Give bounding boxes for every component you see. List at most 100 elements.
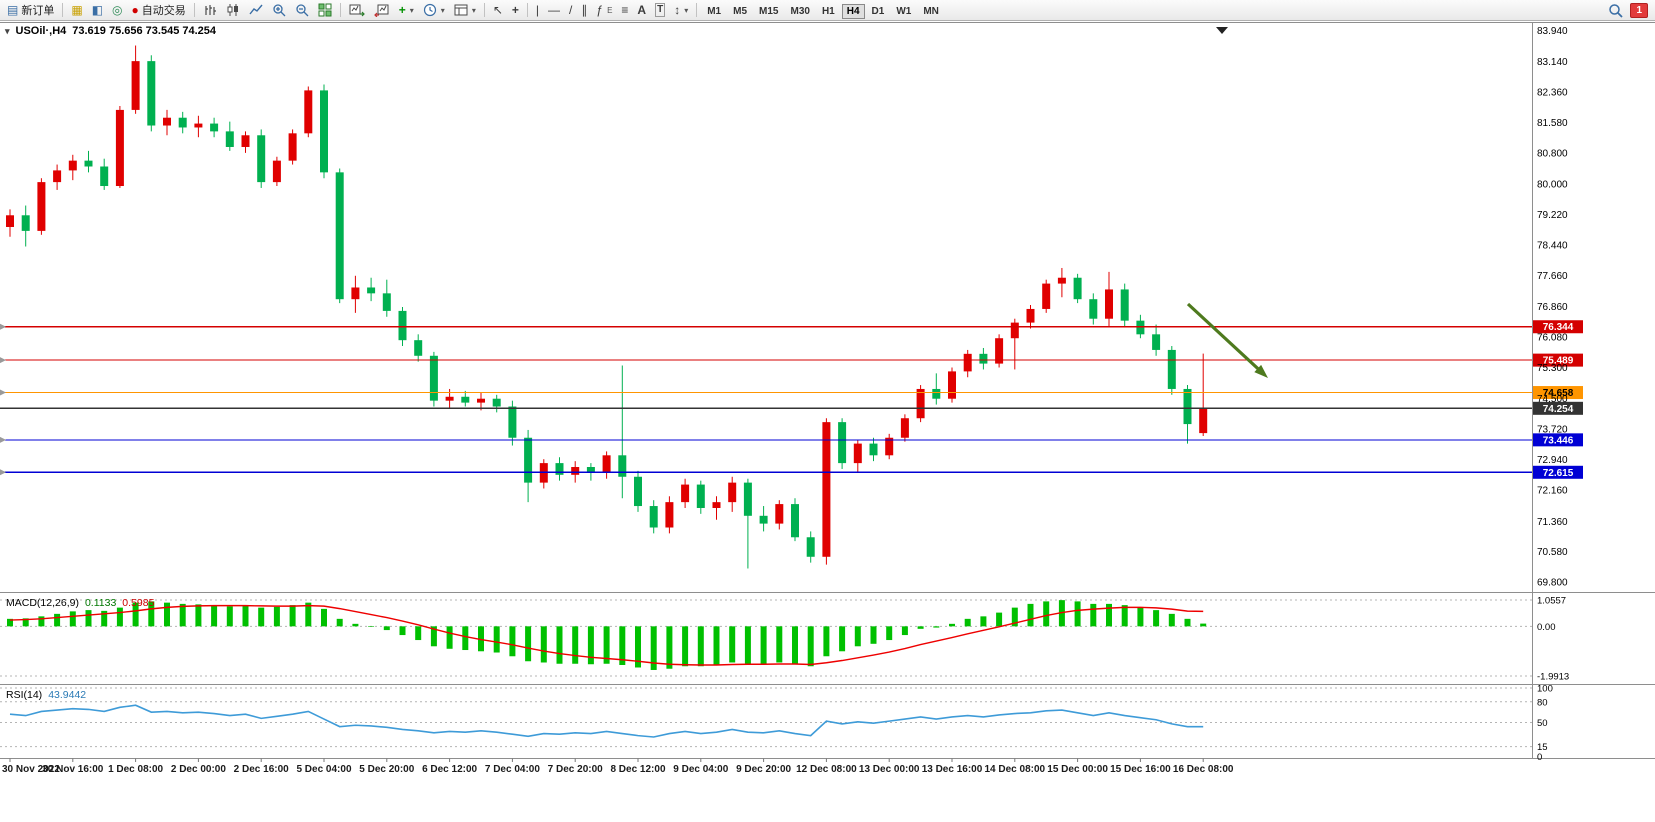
parallel-lines-tool-button[interactable]: ≡ (617, 2, 632, 19)
price-axis-label: 72.940 (1537, 455, 1568, 466)
time-axis-label: 5 Dec 20:00 (359, 764, 414, 775)
time-axis-label: 8 Dec 12:00 (610, 764, 665, 775)
chevron-down-icon: ▾ (471, 5, 476, 15)
price-axis-label: 73.720 (1537, 425, 1568, 436)
price-axis-label: 75.300 (1537, 363, 1568, 374)
toolbar-separator (62, 3, 64, 17)
bar-chart-button[interactable] (199, 2, 221, 19)
macd-axis-label: 0.00 (1537, 622, 1556, 633)
zoom-out-icon (296, 4, 309, 17)
zoom-out-button[interactable] (291, 2, 313, 19)
horizontal-line-tool-button[interactable]: — (544, 2, 564, 19)
bar-chart-icon (205, 5, 216, 15)
auto-trading-button[interactable]: ● 自动交易 (128, 2, 190, 19)
market-watch-button[interactable]: ▦ (67, 2, 86, 19)
auto-scroll-icon (349, 4, 365, 17)
time-axis-label: 30 Nov 16:00 (42, 764, 104, 775)
price-badge (1533, 386, 1583, 400)
trendline-tool-button[interactable]: / (565, 2, 576, 19)
auto-trading-icon: ● (131, 3, 139, 17)
arrows-tool-button[interactable]: ↕ ▾ (670, 2, 692, 19)
timeframe-button-w1[interactable]: W1 (891, 4, 916, 19)
navigator-button[interactable]: ◎ (108, 2, 126, 19)
auto-scroll-button[interactable] (345, 2, 369, 19)
text-tool-icon: A (637, 3, 647, 17)
candlestick-chart-icon (227, 4, 238, 16)
price-badge-label: 72.615 (1543, 468, 1574, 479)
timeframe-button-h4[interactable]: H4 (841, 4, 865, 19)
cursor-tool-button[interactable]: ↖ (489, 2, 507, 19)
text-label-tool-button[interactable]: T (651, 2, 669, 19)
chart-shift-icon (373, 4, 389, 17)
chart-shift-button[interactable] (370, 2, 394, 19)
timeframe-button-m1[interactable]: M1 (702, 4, 726, 19)
add-indicator-icon: + (398, 3, 406, 17)
price-axis-label: 77.660 (1537, 271, 1568, 282)
time-axis-label: 7 Dec 20:00 (548, 764, 603, 775)
timeframe-button-m30[interactable]: M30 (785, 4, 814, 19)
timeframe-button-m15[interactable]: M15 (754, 4, 783, 19)
candlestick-chart-button[interactable] (222, 2, 244, 19)
channel-tool-button[interactable]: ∥ (577, 2, 591, 19)
line-anchor-marker (0, 469, 6, 476)
time-axis-label: 5 Dec 04:00 (296, 764, 351, 775)
crosshair-tool-button[interactable]: + (508, 2, 523, 19)
parallel-lines-icon: ≡ (621, 3, 629, 17)
price-badge-label: 74.658 (1543, 388, 1574, 399)
toolbar-separator (483, 3, 485, 17)
cursor-icon: ↖ (492, 3, 503, 17)
new-order-button[interactable]: ▤ 新订单 (3, 2, 58, 19)
template-button[interactable]: ▾ (450, 2, 480, 19)
toolbar-separator (339, 3, 341, 17)
price-axis-label: 83.140 (1537, 57, 1568, 68)
chart-canvas[interactable]: 76.34475.48974.65874.25473.44672.61583.9… (0, 20, 1655, 822)
chart-shift-marker[interactable] (1216, 27, 1228, 34)
price-badge (1533, 320, 1583, 334)
timeframe-button-h1[interactable]: H1 (817, 4, 840, 19)
search-button[interactable] (1604, 2, 1627, 19)
timeframe-button-d1[interactable]: D1 (867, 4, 890, 19)
line-chart-icon (249, 4, 263, 15)
candles (6, 45, 1208, 569)
new-order-label: 新订单 (21, 5, 55, 17)
vertical-line-tool-button[interactable]: | (532, 2, 543, 19)
line-anchor-marker (0, 357, 6, 364)
notification-badge[interactable]: 1 (1630, 2, 1648, 18)
zoom-in-button[interactable] (268, 2, 290, 19)
time-axis-label: 13 Dec 16:00 (922, 764, 983, 775)
zoom-in-icon (273, 4, 286, 17)
line-anchor-marker (0, 389, 6, 396)
market-watch-icon: ▦ (71, 3, 83, 17)
time-axis-label: 6 Dec 12:00 (422, 764, 477, 775)
time-axis-label: 14 Dec 08:00 (984, 764, 1045, 775)
rsi-axis-label: 100 (1537, 684, 1553, 695)
timeframe-button-mn[interactable]: MN (918, 4, 944, 19)
text-label-icon: T (655, 3, 666, 17)
periods-button[interactable]: ▾ (419, 2, 449, 19)
tile-windows-button[interactable] (314, 2, 336, 19)
text-tool-button[interactable]: A (633, 2, 650, 19)
add-indicator-button[interactable]: + ▾ (395, 2, 418, 19)
price-axis-label: 82.360 (1537, 87, 1568, 98)
rsi-axis-label: 50 (1537, 718, 1548, 729)
price-axis[interactable]: 83.940 83.140 82.360 81.580 80.800 80.000 79.2… (1537, 26, 1568, 589)
line-chart-button[interactable] (245, 2, 267, 19)
price-badge (1533, 465, 1583, 479)
trend-arrow-annotation[interactable] (1186, 302, 1262, 373)
chart-window[interactable]: 76.344 75.489 74.658 74.254 73.446 72.615 83.9… (0, 20, 1655, 822)
timeframe-button-m5[interactable]: M5 (728, 4, 752, 19)
price-axis-label: 76.080 (1537, 333, 1568, 344)
channel-icon: ∥ (581, 3, 588, 17)
price-badge-label: 76.344 (1543, 322, 1574, 333)
data-window-icon: ◧ (91, 3, 104, 17)
price-axis-label: 83.940 (1537, 26, 1568, 37)
horizontal-line-icon: — (548, 3, 561, 17)
data-window-button[interactable]: ◧ (88, 2, 107, 19)
macd-axis-label: -1.9913 (1537, 672, 1569, 683)
time-axis-label: 1 Dec 08:00 (108, 764, 163, 775)
chevron-down-icon: ▾ (684, 5, 689, 15)
rsi-line (9, 704, 1204, 738)
line-anchor-marker (0, 323, 6, 330)
